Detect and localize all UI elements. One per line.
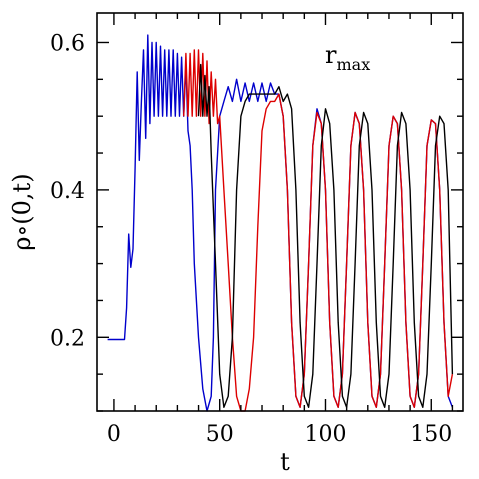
chart-annotation: rmax xyxy=(325,41,370,74)
x-tick-label: 0 xyxy=(107,422,121,447)
x-tick-label: 100 xyxy=(304,422,346,447)
tick-layer: 0 50 100 150 0.2 0.4 0.6 xyxy=(50,13,463,447)
series-layer xyxy=(107,34,454,412)
y-tick-label: 0.6 xyxy=(50,31,85,56)
y-tick-label: 0.4 xyxy=(50,179,85,204)
annotation-subscript: max xyxy=(336,55,370,74)
x-tick-label: 50 xyxy=(206,422,234,447)
plot-frame xyxy=(96,12,464,412)
x-tick-label: 150 xyxy=(410,422,452,447)
series-line-3 xyxy=(197,63,454,408)
x-axis-title: t xyxy=(280,448,290,476)
series-line-2 xyxy=(183,49,454,412)
y-tick-label: 0.2 xyxy=(50,326,85,351)
y-axis-title: ρ∘(0,t) xyxy=(8,173,36,250)
annotation-text: r xyxy=(325,41,337,69)
